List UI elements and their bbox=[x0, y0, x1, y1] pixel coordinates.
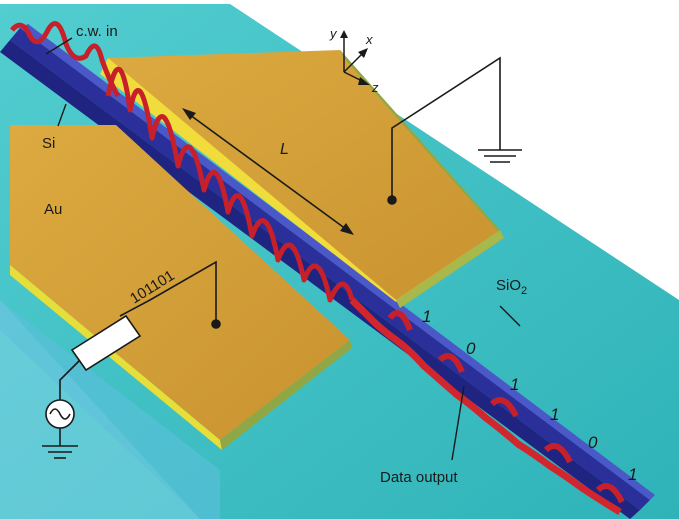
label-au: Au bbox=[44, 201, 62, 218]
label-data-output: Data output bbox=[380, 469, 458, 486]
axis-label-x: x bbox=[365, 32, 373, 47]
label-cw-in: c.w. in bbox=[76, 23, 118, 40]
output-bit-4: 1 bbox=[550, 405, 559, 424]
axis-label-y: y bbox=[329, 26, 338, 41]
output-bit-2: 0 bbox=[466, 339, 476, 358]
label-si: Si bbox=[42, 135, 55, 152]
output-bit-5: 0 bbox=[588, 433, 598, 452]
output-bit-6: 1 bbox=[628, 465, 637, 484]
output-bit-3: 1 bbox=[510, 375, 519, 394]
label-length: L bbox=[280, 141, 289, 158]
output-bit-1: 1 bbox=[422, 307, 431, 326]
axis-label-z: z bbox=[371, 80, 379, 95]
